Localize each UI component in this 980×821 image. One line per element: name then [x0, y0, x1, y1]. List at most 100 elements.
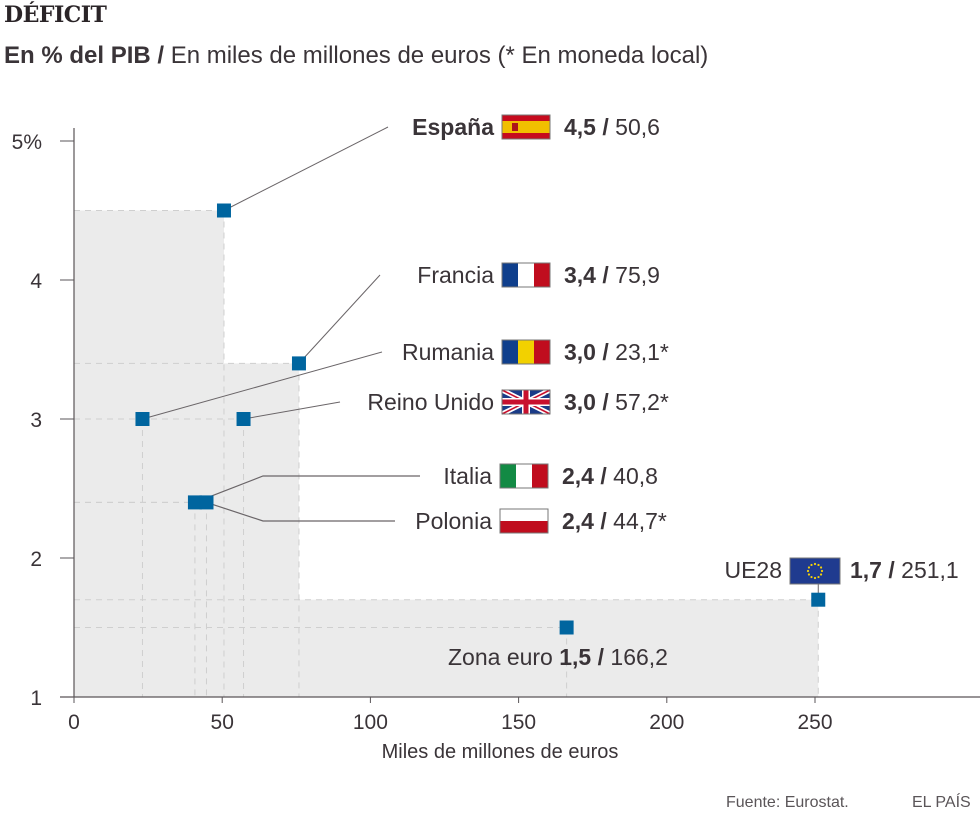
chart-title: DÉFICIT	[4, 2, 107, 28]
eu-star	[817, 575, 820, 579]
deficit-amount: 23,1*	[615, 339, 669, 365]
france-flag-stripe	[534, 263, 550, 287]
chart-subtitle: En % del PIB / En miles de millones de e…	[4, 42, 708, 70]
data-labels: España 4,5 / 50,6 Francia 3,4 / 75,9 Rumania…	[367, 114, 958, 670]
spain-flag-stripe	[502, 121, 550, 133]
y-tick-label: 4	[30, 270, 42, 293]
country-name: UE28	[724, 557, 782, 583]
deficit-amount: 44,7*	[613, 508, 667, 534]
deficit-pct: 4,5 /	[564, 114, 615, 140]
country-value: 2,4 / 40,8	[562, 463, 658, 489]
y-tick-label: 2	[30, 548, 42, 571]
poland-flag-stripe	[500, 509, 548, 521]
guide-lines	[74, 210, 819, 697]
spain-flag	[501, 114, 551, 140]
deficit-pct: 2,4 /	[562, 463, 613, 489]
deficit-amount: 57,2*	[615, 389, 669, 415]
y-tick-label: 3	[30, 409, 42, 432]
poland-flag-border	[499, 508, 549, 534]
subtitle-bold: En % del PIB /	[4, 42, 165, 69]
subtitle-regular: En miles de millones de euros (* En mone…	[164, 42, 709, 69]
x-axis-title: Miles de millones de euros	[382, 741, 619, 763]
deficit-amount: 50,6	[615, 114, 660, 140]
x-tick-label: 100	[353, 711, 388, 734]
country-name: Francia	[417, 262, 494, 288]
france-flag	[501, 262, 551, 288]
italy-flag	[499, 463, 549, 489]
eu-star	[819, 573, 823, 576]
leader-line	[298, 274, 381, 364]
country-name: Reino Unido	[367, 389, 494, 415]
data-point-francia	[291, 356, 306, 371]
country-name: España	[412, 114, 494, 140]
uk-flag-stripe	[502, 399, 550, 405]
romania-flag-border	[501, 339, 551, 365]
country-value: 4,5 / 50,6	[564, 114, 660, 140]
x-tick-label: 50	[211, 711, 234, 734]
leader-line	[223, 126, 389, 211]
poland-flag-stripe	[500, 521, 548, 533]
deficit-amount: 40,8	[613, 463, 658, 489]
leader-line	[142, 351, 383, 420]
eu-star	[807, 573, 811, 576]
leader-line	[194, 475, 420, 503]
data-point-españa	[216, 203, 231, 218]
country-value: 3,0 / 23,1*	[564, 339, 669, 365]
eu-star	[817, 563, 820, 567]
eu-star	[820, 569, 824, 573]
axes: 1 2 3 4 5% 0 50 100 150 200 250	[12, 128, 980, 734]
y-tick-label: 5%	[12, 131, 42, 154]
x-tick-label: 250	[797, 711, 832, 734]
source-note: Fuente: Eurostat.	[726, 794, 849, 811]
spain-flag-stripe	[512, 123, 518, 131]
romania-flag	[501, 339, 551, 365]
data-point-polonia	[199, 495, 214, 510]
country-value: 3,4 / 75,9	[564, 262, 660, 288]
zone-label: Zona euro 1,5 / 166,2	[448, 644, 668, 670]
italy-flag-stripe	[500, 464, 516, 488]
france-flag-stripe	[518, 263, 534, 287]
shade-step-0	[74, 210, 224, 697]
uk-flag	[500, 387, 552, 417]
eu-flag-stripe	[790, 558, 840, 584]
italy-flag-stripe	[532, 464, 548, 488]
data-point-italia	[187, 495, 202, 510]
data-point-zona-euro	[559, 620, 574, 635]
italy-flag-border	[499, 463, 549, 489]
eu-star	[810, 575, 813, 579]
x-tick-label: 150	[501, 711, 536, 734]
brand-label: EL PAÍS	[912, 794, 971, 811]
deficit-amount: 75,9	[615, 262, 660, 288]
data-point-rumania	[135, 412, 150, 426]
eu-star	[813, 562, 817, 566]
leader-lines	[142, 126, 819, 600]
deficit-amount: 166,2	[610, 644, 668, 670]
eu-flag	[789, 557, 841, 585]
leader-line	[243, 401, 341, 420]
eu-star	[813, 576, 817, 580]
leader-line	[206, 501, 395, 522]
romania-flag-stripe	[534, 340, 550, 364]
eu-star	[810, 563, 813, 567]
shaded-area	[74, 210, 819, 697]
country-value: 1,7 / 251,1	[850, 557, 959, 583]
x-tick-label: 200	[649, 711, 684, 734]
data-point-ue28	[811, 592, 826, 607]
france-flag-border	[501, 262, 551, 288]
x-tick-label: 0	[68, 711, 80, 734]
y-tick-label: 1	[30, 687, 42, 710]
france-flag-stripe	[502, 263, 518, 287]
country-name: Rumania	[402, 339, 494, 365]
eu-star	[807, 566, 811, 569]
spain-flag-border	[501, 114, 551, 140]
shade-step-2	[298, 599, 819, 697]
eu-star	[819, 566, 823, 569]
shade-step-1	[223, 363, 299, 697]
data-points	[135, 203, 826, 635]
deficit-pct: 1,5 /	[559, 644, 610, 670]
romania-flag-stripe	[502, 340, 518, 364]
country-name: Italia	[443, 463, 492, 489]
uk-flag-border	[501, 389, 551, 415]
data-point-reino-unido	[236, 412, 251, 426]
